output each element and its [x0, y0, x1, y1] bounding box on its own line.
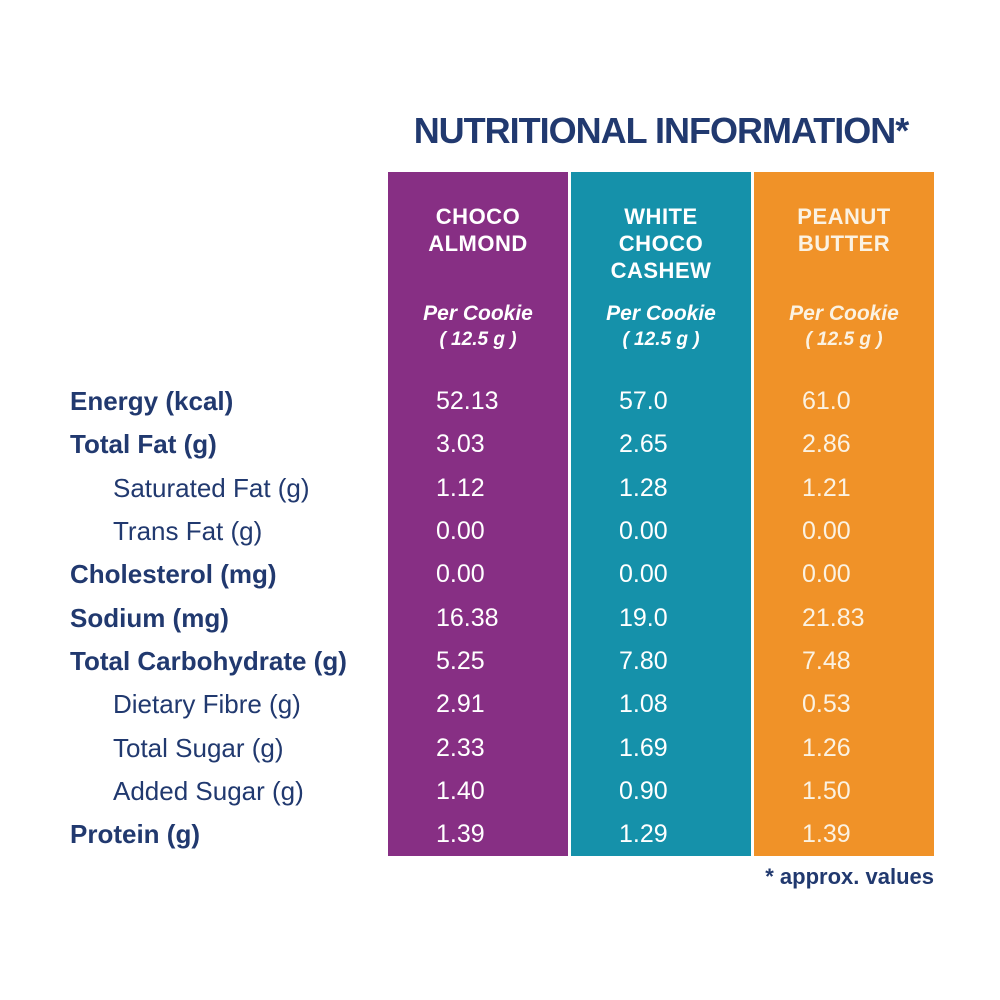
serving-info: Per Cookie ( 12.5 g ) — [754, 300, 934, 353]
value-cell: 0.53 — [802, 690, 851, 719]
row-label-protein: Protein (g) — [70, 819, 200, 850]
value-cell: 1.29 — [619, 820, 668, 849]
serving-info: Per Cookie ( 12.5 g ) — [571, 300, 751, 353]
column-name: WHITE CHOCO CASHEW — [610, 204, 712, 283]
value-cell: 1.39 — [802, 820, 851, 849]
serving-info: Per Cookie ( 12.5 g ) — [388, 300, 568, 353]
column-header: CHOCO ALMOND Per Cookie ( 12.5 g ) — [388, 172, 568, 380]
value-cell: 1.28 — [619, 473, 668, 502]
row-label-added-sugar: Added Sugar (g) — [113, 775, 304, 806]
labels-header-spacer — [60, 172, 385, 380]
value-cell: 21.83 — [802, 603, 865, 632]
value-cell: 52.13 — [436, 387, 499, 416]
value-cell: 19.0 — [619, 603, 668, 632]
value-cell: 2.33 — [436, 733, 485, 762]
column-name: CHOCO ALMOND — [428, 204, 528, 256]
column-choco-almond: CHOCO ALMOND Per Cookie ( 12.5 g ) 52.13… — [388, 172, 568, 857]
value-cell: 1.21 — [802, 473, 851, 502]
footnote: * approx. values — [765, 864, 934, 889]
value-cell: 2.86 — [802, 430, 851, 459]
value-cell: 1.39 — [436, 820, 485, 849]
column-header: WHITE CHOCO CASHEW Per Cookie ( 12.5 g ) — [571, 172, 751, 380]
value-cell: 57.0 — [619, 387, 668, 416]
value-cell: 1.50 — [802, 776, 851, 805]
value-cell: 0.00 — [802, 517, 851, 546]
serving-size: ( 12.5 g ) — [439, 329, 517, 351]
value-cell: 0.00 — [436, 517, 485, 546]
serving-label: Per Cookie — [423, 302, 533, 325]
value-cell: 0.00 — [802, 560, 851, 589]
value-cell: 7.48 — [802, 646, 851, 675]
value-cell: 2.65 — [619, 430, 668, 459]
row-label-saturated-fat: Saturated Fat (g) — [113, 472, 310, 503]
value-cell: 7.80 — [619, 646, 668, 675]
serving-size: ( 12.5 g ) — [622, 329, 700, 351]
row-label-total-carbohydrate: Total Carbohydrate (g) — [70, 645, 347, 676]
value-cell: 1.40 — [436, 776, 485, 805]
page-title: NUTRITIONAL INFORMATION* — [413, 110, 910, 151]
column-peanut-butter: PEANUT BUTTER Per Cookie ( 12.5 g ) 61.0… — [754, 172, 934, 857]
value-cell: 2.91 — [436, 690, 485, 719]
row-label-total-sugar: Total Sugar (g) — [113, 732, 284, 763]
row-label-total-fat: Total Fat (g) — [70, 429, 217, 460]
value-cell: 0.90 — [619, 776, 668, 805]
column-name: PEANUT BUTTER — [797, 204, 891, 256]
value-cell: 1.12 — [436, 473, 485, 502]
value-cell: 1.26 — [802, 733, 851, 762]
row-label-trans-fat: Trans Fat (g) — [113, 516, 263, 547]
value-cell: 0.00 — [619, 560, 668, 589]
row-label-dietary-fibre: Dietary Fibre (g) — [113, 689, 301, 720]
value-cell: 1.08 — [619, 690, 668, 719]
serving-label: Per Cookie — [789, 302, 899, 325]
value-cell: 0.00 — [436, 560, 485, 589]
value-cell: 5.25 — [436, 646, 485, 675]
row-label-energy: Energy (kcal) — [70, 386, 234, 417]
serving-label: Per Cookie — [606, 302, 716, 325]
nutrition-table: Energy (kcal) Total Fat (g) Saturated Fa… — [60, 172, 934, 857]
row-label-sodium: Sodium (mg) — [70, 602, 229, 633]
serving-size: ( 12.5 g ) — [805, 329, 883, 351]
column-white-choco-cashew: WHITE CHOCO CASHEW Per Cookie ( 12.5 g )… — [571, 172, 751, 857]
value-cell: 1.69 — [619, 733, 668, 762]
row-labels-column: Energy (kcal) Total Fat (g) Saturated Fa… — [60, 172, 385, 856]
column-header: PEANUT BUTTER Per Cookie ( 12.5 g ) — [754, 172, 934, 380]
value-cell: 0.00 — [619, 517, 668, 546]
value-cell: 3.03 — [436, 430, 485, 459]
value-cell: 16.38 — [436, 603, 499, 632]
value-cell: 61.0 — [802, 387, 851, 416]
row-label-cholesterol: Cholesterol (mg) — [70, 559, 277, 590]
